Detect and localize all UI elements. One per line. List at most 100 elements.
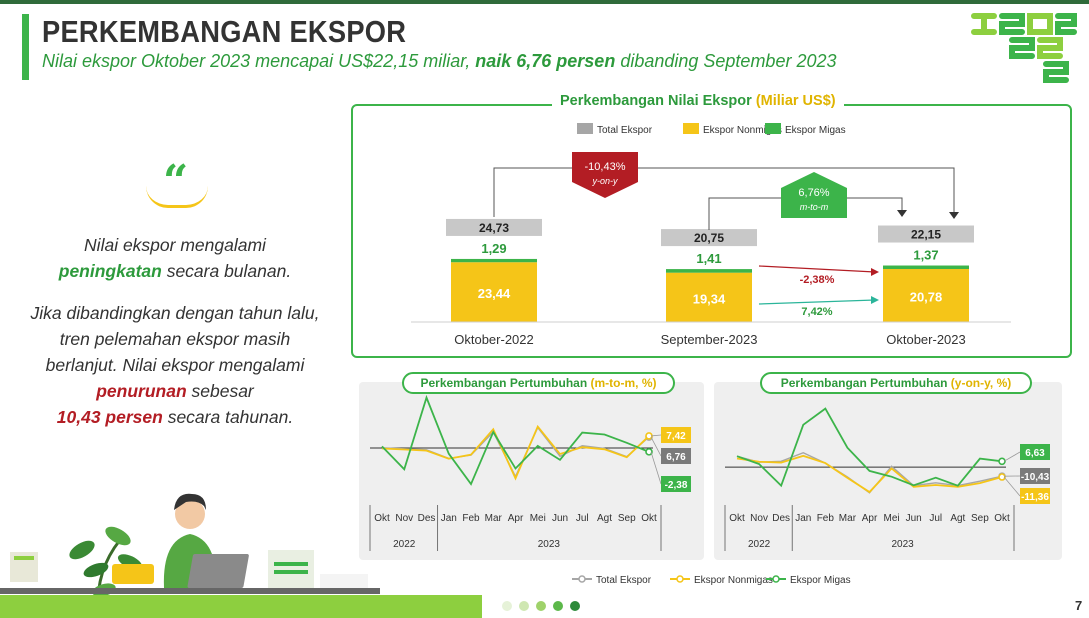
- page-title: PERKEMBANGAN EKSPOR: [42, 14, 407, 49]
- legend-label-2: Ekspor Migas: [785, 125, 846, 136]
- yoy-connector: [493, 167, 955, 217]
- total-label-2: 22,15: [911, 228, 941, 242]
- label-nonmigas-0: 23,44: [478, 286, 511, 301]
- x-tick-0: Okt: [374, 513, 390, 524]
- bar-nonmigas-2: [883, 269, 969, 322]
- narr-p2-highlight: penurunan: [96, 381, 187, 401]
- main-chart-title-a: Perkembangan Nilai Ekspor: [560, 93, 756, 109]
- legend-marker-2: [772, 575, 780, 583]
- series-line-2: [736, 407, 1003, 488]
- x-tick-7: Mei: [530, 513, 546, 524]
- footer-green-band: [0, 595, 482, 618]
- year-label-0: 2022: [748, 539, 771, 550]
- st2023-logo-mark: [971, 13, 1077, 83]
- yoy-badge: [572, 152, 638, 198]
- x-tick-8: Jun: [552, 513, 568, 524]
- x-tick-12: Okt: [641, 513, 657, 524]
- mtm-badge-value: 6,76%: [798, 187, 829, 199]
- mtm-chart-title: Perkembangan Pertumbuhan (m-to-m, %): [402, 372, 675, 394]
- end-label-1: -10,43: [1021, 472, 1050, 483]
- label-migas-2: 1,37: [913, 248, 938, 263]
- x-tick-5: Mar: [485, 513, 503, 524]
- end-leader-0: [650, 434, 662, 437]
- legend-label-0: Total Ekspor: [597, 125, 653, 136]
- label-nonmigas-2: 20,78: [910, 290, 943, 305]
- st2023-logo: [971, 13, 1077, 83]
- bar-nonmigas-1: [666, 272, 752, 322]
- migas-change-label: -2,38%: [800, 274, 835, 286]
- illus-laptop: [187, 554, 249, 588]
- x-tick-1: Nov: [750, 513, 768, 524]
- top-strip: [0, 0, 1089, 4]
- x-tick-10: Agt: [950, 513, 965, 524]
- year-label-0: 2022: [393, 539, 416, 550]
- mtm-badge: [781, 172, 847, 218]
- label-migas-0: 1,29: [481, 241, 506, 256]
- narr-p1-a: Nilai ekspor mengalami: [84, 235, 266, 255]
- legend-marker-1: [676, 575, 684, 583]
- yoy-chart-title: Perkembangan Pertumbuhan (y-on-y, %): [760, 372, 1032, 394]
- legend-text-0: Total Ekspor: [596, 575, 652, 586]
- x-tick-7: Mei: [884, 513, 900, 524]
- mtm-line-chart: 7,42 6,76 -2,38 Okt Nov Des Jan Feb Mar Apr Mei Jun…: [369, 394, 691, 551]
- x-tick-4: Feb: [462, 513, 480, 524]
- illus-doc-line-1: [274, 562, 308, 566]
- legend-text-1: Ekspor Nonmigas: [694, 575, 773, 586]
- bar-migas-0: [451, 258, 537, 263]
- end-box-1: [661, 448, 691, 464]
- x-tick-0: Okt: [729, 513, 745, 524]
- progress-dot-4: [553, 601, 563, 611]
- quote-smile-arc: [146, 186, 208, 208]
- yoy-badge-value: -10,43%: [585, 161, 626, 173]
- x-tick-12: Okt: [994, 513, 1010, 524]
- illus-tray: [320, 574, 368, 588]
- category-label-1: September-2023: [661, 332, 758, 347]
- main-chart-title: Perkembangan Nilai Ekspor (Miliar US$): [552, 93, 844, 109]
- illus-pot: [112, 564, 154, 584]
- legend-swatch-2: [765, 123, 781, 134]
- year-label-1: 2023: [538, 539, 561, 550]
- nonmigas-change-arrowhead: [871, 296, 879, 304]
- year-label-1: 2023: [892, 539, 915, 550]
- end-label-0: 7,42: [666, 431, 686, 442]
- end-box-2: [661, 476, 691, 492]
- progress-dot-3: [536, 601, 546, 611]
- illus-desk: [0, 588, 380, 594]
- x-tick-5: Mar: [839, 513, 857, 524]
- legend-swatch-1: [683, 123, 699, 134]
- yoy-badge-label: y-on-y: [591, 176, 618, 186]
- legend-marker-0: [578, 575, 586, 583]
- narrative-paragraph-1: Nilai ekspor mengalami peningkatan secar…: [30, 232, 320, 284]
- series-line-2: [381, 394, 650, 486]
- x-tick-3: Jan: [441, 513, 457, 524]
- x-tick-2: Des: [418, 513, 436, 524]
- x-tick-2: Des: [772, 513, 790, 524]
- end-box-0: [1020, 444, 1050, 460]
- end-leader-1: [650, 436, 662, 457]
- series-endpoint-1: [998, 473, 1006, 481]
- bar-migas-2: [883, 265, 969, 270]
- progress-dot-2: [519, 601, 529, 611]
- x-tick-8: Jun: [906, 513, 922, 524]
- legend-text-2: Ekspor Migas: [790, 575, 851, 586]
- total-box-2: [878, 225, 974, 243]
- page-subtitle: Nilai ekspor Oktober 2023 mencapai US$22…: [42, 51, 837, 72]
- end-label-2: -2,38: [665, 480, 688, 491]
- x-tick-10: Agt: [597, 513, 612, 524]
- end-label-2: -11,36: [1021, 492, 1049, 503]
- narrative-paragraph-2: Jika dibandingkan dengan tahun lalu, tre…: [30, 300, 320, 430]
- narr-p2-c: sebesar: [186, 381, 254, 401]
- mtm-title-a: Perkembangan Pertumbuhan: [420, 376, 591, 390]
- migas-change-arrow: [758, 265, 876, 273]
- narr-p1-highlight: peningkatan: [58, 261, 162, 281]
- end-label-0: 6,63: [1025, 448, 1045, 459]
- narr-p2-a: Jika dibandingkan dengan tahun lalu, tre…: [30, 303, 320, 375]
- x-tick-11: Sep: [618, 513, 636, 524]
- yoy-line-chart: 6,63 -10,43 -11,36 Okt Nov Des Jan Feb Mar Apr Mei…: [724, 407, 1050, 551]
- bar-nonmigas-0: [451, 262, 537, 322]
- yoy-title-a: Perkembangan Pertumbuhan: [780, 376, 951, 390]
- nonmigas-change-arrow: [758, 299, 876, 305]
- label-nonmigas-1: 19,34: [693, 291, 726, 306]
- end-box-2: [1020, 488, 1050, 504]
- x-tick-9: Jul: [929, 513, 942, 524]
